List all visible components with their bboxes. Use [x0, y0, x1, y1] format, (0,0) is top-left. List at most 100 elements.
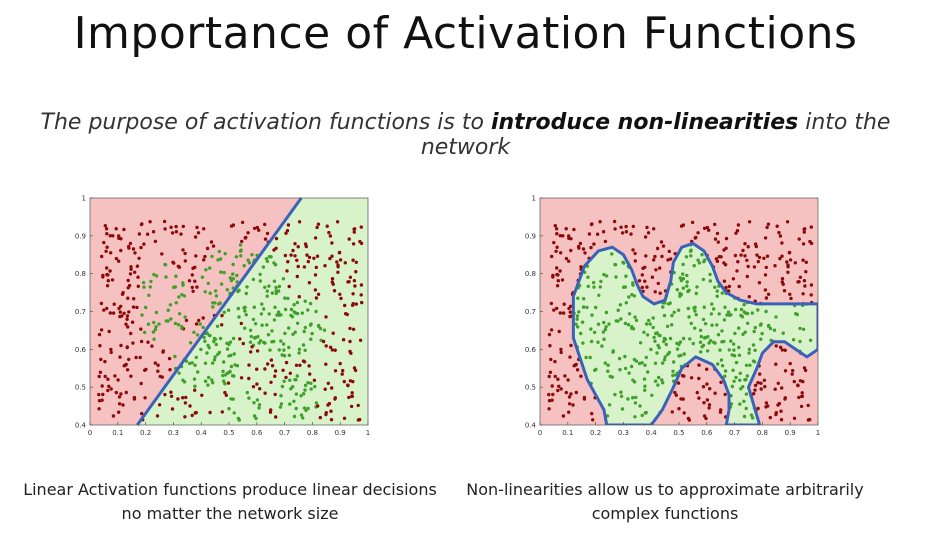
red-data-point [128, 272, 133, 276]
red-data-point [624, 224, 628, 229]
red-data-point [753, 383, 758, 388]
green-data-point [679, 353, 683, 358]
green-data-point [676, 308, 681, 312]
red-data-point [98, 344, 102, 348]
red-data-point [243, 236, 247, 240]
red-data-point [779, 409, 783, 413]
green-data-point [181, 378, 185, 382]
red-data-point [790, 372, 794, 376]
red-data-point [314, 296, 319, 300]
red-data-point [661, 244, 666, 248]
red-data-point [629, 232, 633, 236]
x-tick-label: 0.6 [701, 429, 713, 437]
green-data-point [183, 315, 187, 319]
green-data-point [634, 359, 639, 363]
green-data-point [742, 414, 747, 419]
x-tick-label: 0.5 [673, 429, 684, 437]
green-data-point [686, 306, 690, 311]
y-tick-label: 0.7 [75, 308, 86, 316]
green-data-point [193, 384, 197, 388]
red-data-point [139, 327, 143, 331]
red-data-point [318, 415, 322, 420]
red-data-point [556, 279, 560, 283]
red-data-point [563, 374, 567, 378]
green-data-point [640, 413, 644, 418]
red-data-point [108, 269, 112, 273]
red-data-point [753, 242, 758, 246]
red-data-point [119, 343, 123, 348]
red-data-point [788, 258, 793, 262]
red-data-point [745, 258, 749, 262]
red-data-point [736, 260, 740, 264]
green-data-point [302, 329, 306, 334]
green-data-point [259, 339, 263, 343]
red-data-point [686, 416, 691, 421]
green-data-point [177, 312, 182, 316]
green-data-point [716, 333, 721, 337]
red-data-point [226, 381, 231, 385]
green-data-point [279, 402, 284, 406]
red-data-point [187, 279, 192, 283]
red-data-point [612, 219, 617, 224]
red-data-point [112, 302, 116, 306]
red-data-point [668, 257, 673, 261]
green-data-point [744, 363, 749, 367]
green-data-point [613, 392, 617, 397]
green-data-point [651, 316, 655, 320]
green-data-point [717, 312, 721, 316]
green-data-point [146, 322, 151, 326]
red-data-point [285, 269, 289, 273]
green-data-point [205, 351, 209, 355]
green-data-point [211, 305, 215, 309]
red-data-point [269, 380, 273, 384]
green-data-point [154, 274, 159, 278]
red-data-point [174, 230, 179, 234]
green-data-point [215, 324, 220, 328]
red-data-point [100, 398, 104, 402]
green-data-point [753, 325, 757, 330]
red-data-point [340, 372, 344, 376]
red-data-point [547, 332, 552, 337]
green-data-point [232, 352, 236, 356]
red-data-point [202, 258, 206, 262]
green-data-point [603, 327, 608, 332]
red-data-point [133, 270, 137, 274]
green-data-point [746, 321, 750, 325]
green-data-point [658, 333, 662, 338]
red-data-point [562, 302, 566, 306]
green-data-point [626, 323, 631, 327]
red-data-point [348, 326, 352, 331]
green-data-point [579, 331, 583, 336]
red-data-point [551, 275, 555, 279]
red-data-point [104, 227, 109, 231]
green-data-point [739, 387, 743, 391]
green-data-point [647, 318, 651, 323]
green-data-point [747, 347, 752, 351]
green-data-point [703, 322, 708, 326]
red-data-point [780, 386, 784, 390]
red-data-point [552, 308, 556, 312]
red-data-point [797, 280, 801, 284]
green-data-point [685, 273, 689, 278]
x-tick-label: 0.3 [618, 429, 629, 437]
red-data-point [195, 285, 199, 289]
green-data-point [618, 303, 623, 307]
red-data-point [170, 407, 175, 411]
red-data-point [746, 264, 750, 269]
green-data-point [151, 330, 156, 334]
green-data-point [173, 285, 177, 289]
green-data-point [211, 381, 215, 385]
red-data-point [328, 234, 333, 238]
green-data-point [798, 339, 802, 344]
red-data-point [193, 411, 197, 415]
green-data-point [262, 307, 266, 311]
y-tick-label: 1 [532, 195, 536, 203]
red-data-point [126, 286, 130, 290]
y-tick-label: 0.7 [525, 308, 536, 316]
red-data-point [286, 260, 290, 264]
green-data-point [223, 252, 227, 256]
red-data-point [307, 364, 311, 368]
red-data-point [123, 363, 127, 367]
red-data-point [787, 251, 792, 255]
green-data-point [742, 303, 746, 307]
